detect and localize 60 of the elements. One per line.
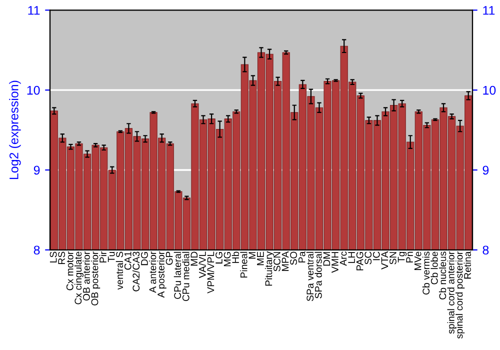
- x-tick-label: SO: [290, 252, 297, 265]
- x-tick-label: VMH: [332, 252, 338, 273]
- x-tick-label: DG: [140, 252, 148, 266]
- x-tick-label: Cx motor: [66, 251, 74, 290]
- x-tick-label: ME: [257, 252, 264, 266]
- x-tick-label: SPa dorsal: [314, 252, 322, 298]
- x-tick-label: Cb nucleus: [438, 252, 446, 300]
- x-tick-label: M: [248, 252, 256, 259]
- x-tick-label: LH: [348, 252, 355, 263]
- y-tick-label: 9: [34, 166, 40, 175]
- x-tick-label: MG: [224, 252, 231, 266]
- x-tick-label: Cb lobe: [430, 252, 438, 284]
- x-tick-label: MPA: [282, 251, 289, 271]
- x-tick-label: VTA: [381, 251, 388, 270]
- x-tick-label: MVe: [414, 252, 422, 270]
- y-tick-label: 11: [28, 6, 40, 15]
- y-axis-title: Log2 (expression): [9, 80, 21, 180]
- x-tick-label: CPu medial: [182, 252, 190, 302]
- x-tick-label: SCN: [274, 252, 280, 272]
- x-tick-label: SN: [390, 252, 396, 264]
- x-tick-label: MD: [190, 252, 198, 266]
- x-tick-label: A posterior: [157, 251, 166, 298]
- x-tick-label: spinal cord anterior: [447, 251, 456, 334]
- x-tick-label: OB posterior: [91, 251, 100, 306]
- x-tick-label: CA2/CA3: [132, 252, 140, 292]
- x-tick-label: ventral S: [116, 252, 124, 290]
- x-tick-label: VPM/VPL: [207, 252, 214, 294]
- x-tick-label: Tu: [108, 252, 115, 262]
- y2-tick-label: 10: [483, 86, 496, 95]
- x-tick-label: Arc: [340, 252, 347, 266]
- x-tick-label: GP: [166, 252, 173, 265]
- x-tick-label: A anterior: [149, 251, 156, 293]
- x-tick-label: Cb vermis: [422, 252, 430, 295]
- x-tick-label: Pineal: [240, 252, 248, 278]
- x-tick-label: SPa ventral: [306, 252, 314, 302]
- x-tick-label: Cx cingulate: [74, 252, 84, 304]
- x-tick-label: Tg: [398, 252, 407, 262]
- x-tick-label: CPu lateral: [174, 252, 182, 299]
- x-tick-label: Pituitary: [265, 251, 274, 286]
- x-tick-label: Retina: [464, 251, 471, 279]
- x-tick-label: IC: [372, 252, 380, 260]
- x-tick-label: SC: [364, 252, 372, 264]
- x-tick-label: LG: [216, 252, 222, 264]
- x-tick-label: CA1: [124, 252, 132, 270]
- x-tick-label: RS: [58, 252, 66, 264]
- y2-tick-label: 8: [482, 246, 489, 255]
- x-tick-label: PAG: [356, 252, 364, 270]
- x-tick-label: DM: [323, 252, 330, 266]
- x-tick-label: Pa: [298, 251, 306, 262]
- y-tick-label: 8: [34, 246, 40, 255]
- x-tick-label: Hb: [232, 252, 240, 263]
- x-tick-label: Pn: [406, 252, 413, 262]
- x-tick-label: LS: [50, 252, 57, 262]
- x-tick-label: VA/VL: [198, 252, 206, 278]
- x-tick-label: spinal cord posterior: [456, 251, 465, 339]
- x-tick-label: OB anterior: [82, 251, 90, 301]
- y2-tick-label: 9: [482, 166, 489, 175]
- y2-tick-label: 11: [483, 6, 495, 15]
- y-tick-label: 10: [27, 86, 40, 95]
- x-tick-label: Pir: [99, 251, 106, 262]
